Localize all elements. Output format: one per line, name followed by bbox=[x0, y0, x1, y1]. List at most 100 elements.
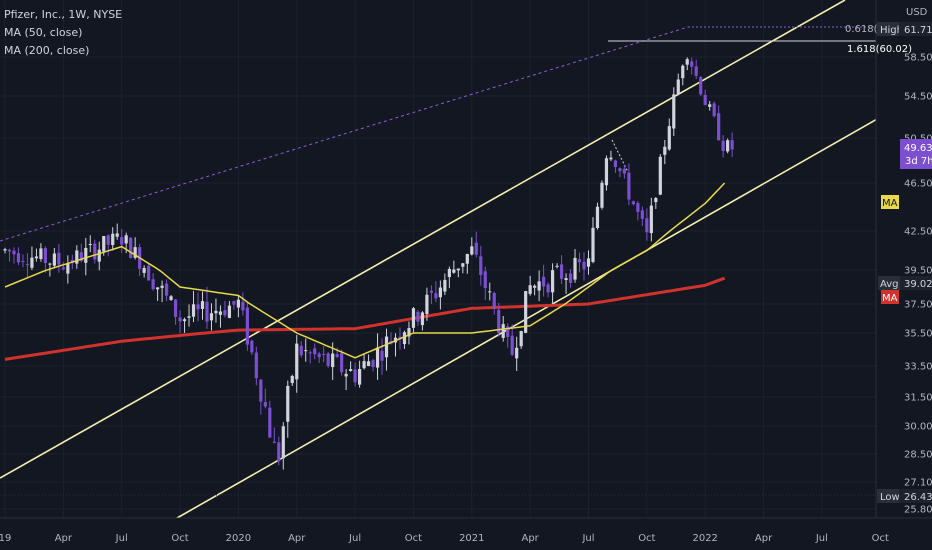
candle-body bbox=[591, 227, 595, 262]
candle-body bbox=[447, 268, 451, 278]
candle-body bbox=[88, 244, 92, 246]
candle-body bbox=[456, 268, 460, 271]
candle-body bbox=[438, 287, 442, 298]
candle-body bbox=[690, 61, 694, 67]
candle-body bbox=[371, 360, 375, 367]
candle-body bbox=[268, 407, 272, 438]
candle-body bbox=[488, 291, 492, 293]
candle-body bbox=[595, 206, 600, 229]
candle-body bbox=[218, 311, 223, 315]
candle-body bbox=[286, 385, 290, 422]
channel-lower-line bbox=[169, 105, 901, 523]
candle-body bbox=[160, 285, 164, 288]
candle-body bbox=[75, 250, 79, 264]
candle-body bbox=[326, 353, 330, 366]
candle-body bbox=[559, 264, 564, 279]
candle-body bbox=[586, 258, 591, 267]
y-tick-label: 25.80 bbox=[904, 505, 932, 516]
grid bbox=[0, 0, 881, 518]
candle-body bbox=[645, 218, 649, 233]
candle-body bbox=[34, 256, 39, 259]
candle-body bbox=[609, 157, 613, 160]
y-tick-label: 54.50 bbox=[904, 92, 932, 103]
candle-body bbox=[308, 352, 312, 354]
candle-body bbox=[721, 140, 725, 151]
candle-body bbox=[461, 263, 465, 267]
candle-body bbox=[519, 331, 523, 347]
candle-body bbox=[501, 324, 505, 338]
y-axis-ticks[interactable]: 58.5054.5050.5046.5042.5039.5037.5035.50… bbox=[904, 53, 932, 516]
candle-body bbox=[649, 205, 653, 234]
avg-badge-value: 39.02 bbox=[904, 279, 932, 290]
candle-body bbox=[43, 248, 47, 264]
candle-body bbox=[618, 168, 622, 172]
ma50-path bbox=[4, 182, 726, 359]
candle-body bbox=[712, 103, 716, 117]
candle-body bbox=[577, 259, 582, 263]
candle-body bbox=[411, 308, 416, 328]
candle-body bbox=[568, 273, 573, 283]
ma200-legend[interactable]: MA (200, close) bbox=[4, 44, 90, 57]
avg-badge-label: Avg bbox=[880, 279, 899, 290]
candle-body bbox=[434, 293, 438, 299]
candle-body bbox=[227, 305, 232, 318]
x-tick-label: 2020 bbox=[226, 533, 251, 544]
ma50-legend[interactable]: MA (50, close) bbox=[4, 26, 83, 39]
candle-body bbox=[443, 279, 447, 292]
candle-body bbox=[241, 301, 245, 311]
x-axis-ticks[interactable]: 19 Apr Jul Oct 2020 Apr Jul Oct 2021 Apr Jul Oct 202… bbox=[0, 533, 889, 544]
candle-body bbox=[492, 292, 496, 309]
candle-body bbox=[187, 316, 191, 318]
channel-upper-line bbox=[0, 0, 846, 479]
x-tick-label: 2021 bbox=[459, 533, 484, 544]
candle-body bbox=[254, 352, 258, 379]
chart-legend: Pfizer, Inc., 1W, NYSE MA (50, close) MA… bbox=[4, 6, 122, 60]
y-tick-label: 31.50 bbox=[904, 393, 932, 404]
candle-body bbox=[66, 263, 70, 274]
fib-lines bbox=[0, 26, 876, 496]
candle-body bbox=[537, 281, 541, 291]
candle-body bbox=[111, 233, 115, 246]
candle-body bbox=[573, 257, 577, 280]
candle-body bbox=[331, 353, 335, 368]
ma50-badge-label: MA bbox=[882, 198, 898, 209]
candle-body bbox=[232, 301, 236, 305]
candle-body bbox=[200, 301, 205, 309]
candle-body bbox=[429, 290, 434, 293]
candle-body bbox=[102, 236, 106, 252]
candle-body bbox=[357, 369, 362, 385]
candle-body bbox=[730, 140, 734, 150]
x-tick-label: Apr bbox=[55, 533, 73, 544]
y-tick-label: 39.50 bbox=[904, 266, 932, 277]
x-tick-label: Apr bbox=[521, 533, 539, 544]
candle-body bbox=[3, 249, 7, 251]
candle-body bbox=[407, 328, 411, 337]
ma200-badge: MA bbox=[881, 290, 899, 304]
candle-body bbox=[263, 402, 267, 407]
y-tick-label: 28.50 bbox=[904, 450, 932, 461]
candle-body bbox=[115, 233, 119, 237]
candle-body bbox=[681, 65, 685, 79]
candle-body bbox=[402, 332, 407, 345]
low-badge-value: 26.43 bbox=[904, 492, 932, 503]
candle-body bbox=[290, 375, 294, 384]
ma200-path bbox=[4, 276, 726, 361]
symbol-title[interactable]: Pfizer, Inc., 1W, NYSE bbox=[4, 8, 123, 21]
candle-body bbox=[52, 253, 56, 266]
x-tick-label: Jul bbox=[115, 533, 128, 544]
candle-body bbox=[209, 313, 214, 321]
last-price-value: 49.63 bbox=[904, 143, 932, 154]
candle-body bbox=[366, 361, 371, 367]
currency-label: USD bbox=[906, 7, 928, 18]
candle-body bbox=[156, 287, 160, 290]
candle-body bbox=[542, 276, 546, 287]
candle-body bbox=[658, 156, 662, 195]
candle-body bbox=[524, 291, 528, 333]
ma200-badge-label: MA bbox=[882, 293, 898, 304]
candle-body bbox=[169, 296, 173, 300]
candle-body bbox=[694, 66, 698, 76]
candle-body bbox=[420, 312, 425, 326]
candle-body bbox=[223, 310, 227, 316]
candle-body bbox=[717, 113, 721, 141]
